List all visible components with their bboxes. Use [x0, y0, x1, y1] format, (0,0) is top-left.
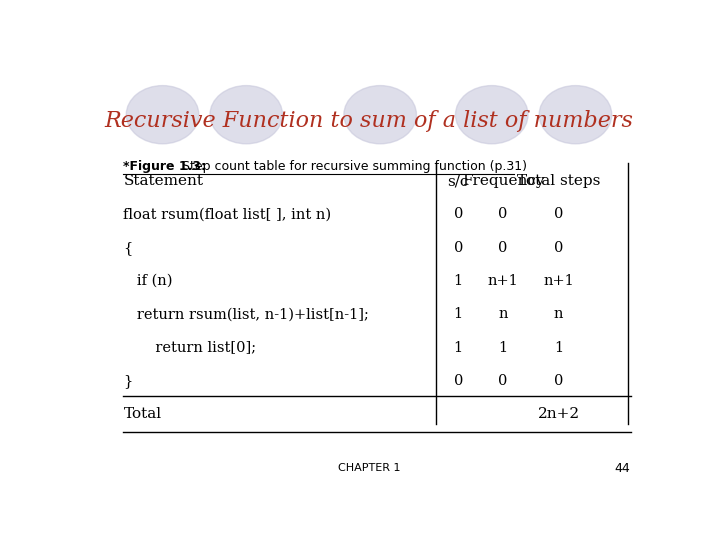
- Text: float rsum(float list[ ], int n): float rsum(float list[ ], int n): [124, 207, 332, 221]
- Ellipse shape: [126, 85, 199, 144]
- Text: Frequency: Frequency: [462, 174, 544, 188]
- Text: 1: 1: [454, 307, 463, 321]
- Text: return list[0];: return list[0];: [124, 341, 256, 355]
- Text: 0: 0: [498, 374, 508, 388]
- Text: if (n): if (n): [124, 274, 173, 288]
- Text: n: n: [498, 307, 508, 321]
- Text: n+1: n+1: [544, 274, 574, 288]
- Ellipse shape: [344, 85, 416, 144]
- Text: Total steps: Total steps: [517, 174, 600, 188]
- Text: n+1: n+1: [487, 274, 518, 288]
- Text: 0: 0: [554, 207, 564, 221]
- Text: 0: 0: [454, 207, 463, 221]
- Ellipse shape: [456, 85, 528, 144]
- Text: 1: 1: [454, 274, 463, 288]
- Text: }: }: [124, 374, 132, 388]
- Text: Statement: Statement: [124, 174, 204, 188]
- Text: 1: 1: [498, 341, 508, 355]
- Text: s/c: s/c: [448, 174, 469, 188]
- Text: 0: 0: [554, 374, 564, 388]
- Text: {: {: [124, 241, 132, 255]
- Text: 1: 1: [454, 341, 463, 355]
- Text: 0: 0: [454, 374, 463, 388]
- Text: return rsum(list, n-1)+list[n-1];: return rsum(list, n-1)+list[n-1];: [124, 307, 369, 321]
- Text: Recursive Function to sum of a list of numbers: Recursive Function to sum of a list of n…: [104, 110, 634, 132]
- Ellipse shape: [210, 85, 282, 144]
- Text: Total: Total: [124, 407, 161, 421]
- Text: n: n: [554, 307, 564, 321]
- Text: CHAPTER 1: CHAPTER 1: [338, 463, 400, 473]
- Text: 0: 0: [498, 241, 508, 255]
- Text: 2n+2: 2n+2: [538, 407, 580, 421]
- Text: 1: 1: [554, 341, 563, 355]
- Text: 0: 0: [454, 241, 463, 255]
- Text: 0: 0: [498, 207, 508, 221]
- Text: Step count table for recursive summing function (p.31): Step count table for recursive summing f…: [178, 160, 527, 173]
- Text: 0: 0: [554, 241, 564, 255]
- Text: *Figure 1.3:: *Figure 1.3:: [124, 160, 207, 173]
- Ellipse shape: [539, 85, 612, 144]
- Text: 44: 44: [614, 462, 630, 475]
